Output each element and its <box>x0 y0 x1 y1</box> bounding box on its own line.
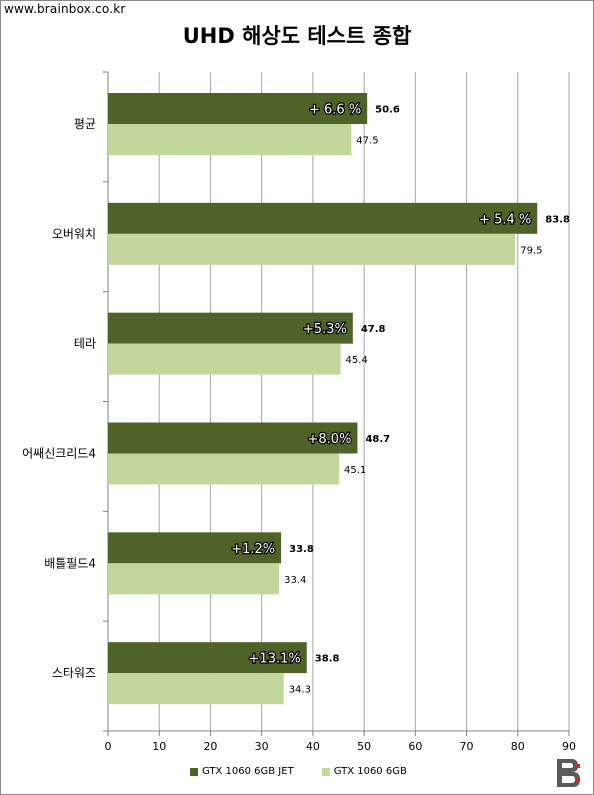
category-label: 배틀필드4 <box>44 556 96 570</box>
gain-annotation: + 6.6 % <box>309 103 361 118</box>
data-label-base: 47.5 <box>356 136 378 147</box>
data-label-jet: 48.7 <box>365 434 390 445</box>
x-tick-label: 0 <box>105 740 112 753</box>
legend-swatch-base <box>321 767 330 776</box>
bar-base <box>108 343 341 375</box>
legend-item-jet: GTX 1060 6GB JET <box>190 766 294 777</box>
data-label-base: 79.5 <box>520 245 542 256</box>
data-label-jet: 38.8 <box>315 654 340 665</box>
x-tick-label: 30 <box>255 740 269 753</box>
gain-annotation: +1.2% <box>231 542 275 557</box>
brainbox-logo-icon <box>557 759 580 787</box>
data-label-base: 45.4 <box>346 355 368 366</box>
data-label-jet: 33.8 <box>289 544 314 555</box>
bar-jet <box>108 642 307 674</box>
category-label: 어쌔신크리드4 <box>22 447 96 461</box>
data-label-base: 34.3 <box>289 685 311 696</box>
site-watermark: www.brainbox.co.kr <box>4 2 126 16</box>
bar-jet <box>108 202 538 234</box>
bar-base <box>108 673 284 705</box>
bar-base <box>108 453 340 485</box>
legend-swatch-jet <box>190 767 198 776</box>
bar-jet <box>108 312 353 344</box>
logo-accent-bottom <box>576 777 580 781</box>
bar-jet <box>108 422 358 454</box>
gain-annotation: +5.3% <box>303 322 347 337</box>
x-tick-label: 20 <box>203 740 217 753</box>
x-tick-label: 60 <box>408 740 422 753</box>
legend-label-base: GTX 1060 6GB <box>333 766 407 777</box>
x-tick-label: 80 <box>511 740 525 753</box>
data-label-jet: 47.8 <box>361 324 386 335</box>
x-tick-label: 50 <box>357 740 371 753</box>
category-label: 평균 <box>74 117 96 131</box>
gain-annotation: +13.1% <box>249 652 301 667</box>
category-label: 스타워즈 <box>52 666 96 680</box>
data-label-base: 45.1 <box>344 465 366 476</box>
data-label-base: 33.4 <box>284 575 306 586</box>
x-tick-label: 90 <box>562 740 576 753</box>
category-label: 테라 <box>74 337 96 351</box>
bar-base <box>108 233 516 265</box>
x-tick-label: 70 <box>460 740 474 753</box>
bar-jet <box>108 532 282 564</box>
bar-base <box>108 563 280 595</box>
gain-annotation: + 5.4 % <box>479 212 531 227</box>
category-label: 오버워치 <box>52 227 96 241</box>
legend-label-jet: GTX 1060 6GB JET <box>202 766 294 777</box>
data-label-jet: 50.6 <box>375 105 400 116</box>
legend-item-base: GTX 1060 6GB <box>321 766 407 777</box>
logo-upper-bowl <box>562 759 578 772</box>
x-tick-label: 40 <box>306 740 320 753</box>
bar-jet <box>108 93 368 124</box>
logo-accent-top <box>576 764 580 768</box>
logo-lower-bowl <box>562 772 580 787</box>
gain-annotation: +8.0% <box>308 432 352 447</box>
chart-title: UHD 해상도 테스트 종합 <box>182 24 412 48</box>
chart-legend: GTX 1060 6GB JET GTX 1060 6GB <box>190 766 435 777</box>
bar-base <box>108 124 352 155</box>
data-label-jet: 83.8 <box>545 214 570 225</box>
x-tick-label: 10 <box>152 740 166 753</box>
logo-bar <box>557 759 562 787</box>
